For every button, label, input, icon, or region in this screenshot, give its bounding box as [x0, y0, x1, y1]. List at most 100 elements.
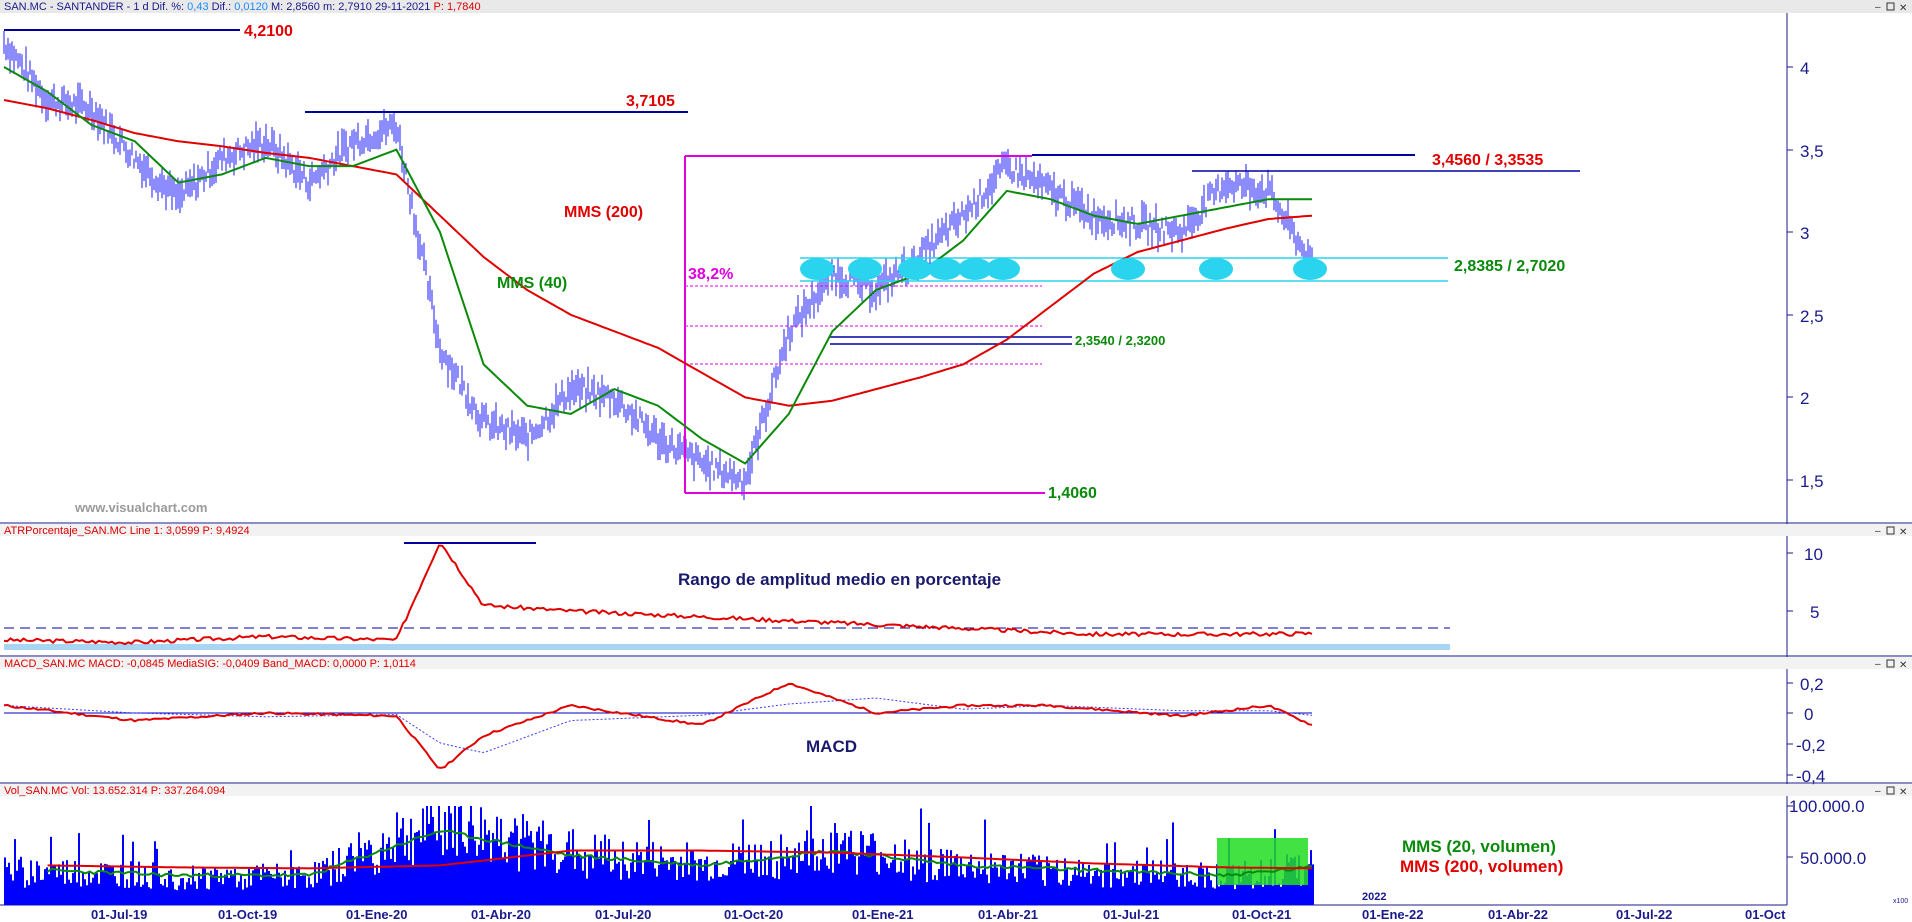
volume-bar: [514, 818, 516, 905]
volume-bar: [820, 859, 822, 905]
volume-bar: [488, 830, 490, 905]
maximize-icon[interactable]: [1886, 2, 1895, 11]
volume-bar: [1020, 853, 1022, 905]
volume-bar: [96, 873, 98, 905]
volume-bar: [238, 881, 240, 905]
volume-bar: [852, 851, 854, 905]
volume-bar: [404, 855, 406, 905]
volume-bar: [64, 883, 66, 905]
volume-bar: [44, 869, 46, 905]
volume-bar: [1174, 863, 1176, 905]
volume-bar: [850, 830, 852, 905]
volume-bar: [176, 890, 178, 905]
atr-header-bar: [0, 524, 1912, 536]
macd-maximize-icon[interactable]: [1886, 659, 1895, 668]
volume-bar: [188, 878, 190, 905]
volume-bar: [1004, 855, 1006, 905]
volume-bar: [244, 878, 246, 905]
volume-bar: [132, 841, 134, 905]
x-tick-label: 01-Ene-20: [346, 907, 407, 922]
volume-bar: [664, 860, 666, 905]
volume-bar: [330, 885, 332, 905]
volume-bar: [308, 877, 310, 905]
volume-bar: [648, 819, 650, 905]
volume-bar: [566, 842, 568, 905]
volume-bar: [1018, 863, 1020, 905]
volume-bar: [460, 806, 462, 905]
volume-bar: [846, 859, 848, 905]
volume-bar: [1310, 850, 1312, 905]
volume-bar: [348, 847, 350, 905]
volume-bar: [1210, 880, 1212, 905]
volume-bar: [250, 885, 252, 905]
volume-bar: [800, 861, 802, 905]
volume-bar: [940, 849, 942, 905]
volume-bar: [1044, 885, 1046, 905]
volume-bar: [650, 860, 652, 905]
volume-bar: [338, 847, 340, 905]
volume-bar: [906, 858, 908, 905]
volume-bar: [1224, 882, 1226, 905]
volume-bar: [964, 877, 966, 905]
volume-bar: [414, 832, 416, 905]
volume-bar: [498, 846, 500, 905]
atr-window-controls: – ✕ – ✕ – ✕: [1875, 526, 1907, 798]
volume-bar: [340, 881, 342, 905]
atr-close-icon[interactable]: ✕: [1899, 527, 1907, 538]
volume-bar: [474, 840, 476, 905]
volume-bar: [454, 806, 456, 905]
volume-bar: [938, 869, 940, 905]
minimize-icon[interactable]: –: [1875, 2, 1881, 13]
atr-maximize-icon[interactable]: [1886, 526, 1895, 535]
close-icon[interactable]: ✕: [1899, 3, 1907, 14]
atr-minimize-icon[interactable]: –: [1875, 526, 1881, 537]
volume-bar: [794, 848, 796, 905]
volume-bar: [160, 883, 162, 905]
volume-bar: [558, 869, 560, 905]
volume-bar: [194, 881, 196, 905]
volume-bar: [656, 876, 658, 905]
volume-bar: [230, 870, 232, 905]
volume-bar: [840, 844, 842, 905]
volume-bar: [1084, 876, 1086, 905]
volume-bar: [1150, 882, 1152, 905]
volume-bar: [266, 868, 268, 905]
volume-bar: [120, 864, 122, 905]
y-tick-label: 2,5: [1800, 307, 1824, 326]
volume-bar: [538, 826, 540, 905]
vol-maximize-icon[interactable]: [1886, 786, 1895, 795]
volume-bar: [432, 816, 434, 905]
volume-bar: [860, 831, 862, 905]
macd-close-icon[interactable]: ✕: [1899, 660, 1907, 671]
volume-bar: [370, 844, 372, 905]
volume-bar: [598, 858, 600, 905]
y-tick-label: 100.000.0: [1789, 797, 1865, 816]
volume-bar: [516, 825, 518, 905]
volume-bar: [854, 856, 856, 905]
volume-bar: [726, 875, 728, 905]
volume-bar: [468, 821, 470, 905]
volume-bar: [8, 862, 10, 905]
volume-bar: [912, 866, 914, 905]
vol-close-icon[interactable]: ✕: [1899, 787, 1907, 798]
volume-bar: [1222, 884, 1224, 905]
volume-bar: [190, 884, 192, 905]
volume-bar: [4, 857, 6, 905]
volume-bar: [1016, 881, 1018, 905]
volume-bar: [638, 855, 640, 905]
volume-bar: [398, 837, 400, 905]
volume-bar: [1054, 868, 1056, 905]
volume-bar: [606, 857, 608, 905]
volume-bar: [812, 838, 814, 905]
volume-bar: [52, 865, 54, 905]
volume-bar: [582, 870, 584, 905]
macd-minimize-icon[interactable]: –: [1875, 659, 1881, 670]
vol-minimize-icon[interactable]: –: [1875, 786, 1881, 797]
volume-bar: [226, 869, 228, 905]
volume-bar: [1184, 886, 1186, 905]
volume-bar: [218, 881, 220, 905]
volume-bar: [632, 853, 634, 905]
volume-bar: [208, 889, 210, 905]
volume-bar: [1194, 882, 1196, 905]
